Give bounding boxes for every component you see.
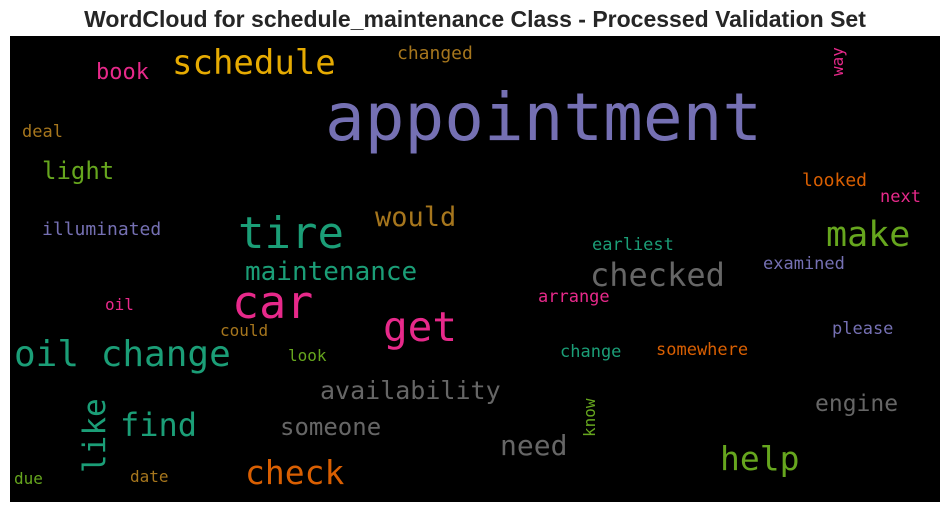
word-appointment: appointment <box>325 79 762 156</box>
word-need: need <box>500 429 567 462</box>
word-checked: checked <box>590 256 725 294</box>
word-earliest: earliest <box>592 235 674 255</box>
chart-title: WordCloud for schedule_maintenance Class… <box>84 6 866 32</box>
word-light: light <box>42 157 114 185</box>
word-get: get <box>383 303 457 351</box>
word-find: find <box>120 406 197 444</box>
word-someone: someone <box>280 413 381 441</box>
word-availability: availability <box>320 376 501 405</box>
word-tire: tire <box>238 208 344 259</box>
word-help: help <box>720 439 799 478</box>
word-looked: looked <box>802 170 867 191</box>
word-changed: changed <box>397 43 473 64</box>
word-examined: examined <box>763 254 845 274</box>
word-engine: engine <box>815 391 898 417</box>
word-could: could <box>220 321 268 340</box>
word-make: make <box>826 215 910 255</box>
word-maintenance: maintenance <box>245 257 417 287</box>
word-book: book <box>96 60 149 85</box>
word-check: check <box>245 453 344 492</box>
word-like: like <box>77 398 113 473</box>
word-next: next <box>880 187 921 207</box>
word-change: change <box>560 342 621 362</box>
word-arrange: arrange <box>538 287 610 307</box>
word-somewhere: somewhere <box>656 340 748 360</box>
word-oil: oil <box>105 295 134 314</box>
wordcloud-canvas: appointment schedule tire car get make checked… <box>10 36 940 502</box>
word-car: car <box>232 276 313 329</box>
word-illuminated: illuminated <box>42 219 161 240</box>
word-know: know <box>580 398 599 437</box>
word-oil-change: oil change <box>14 334 231 375</box>
word-way: way <box>828 47 847 76</box>
word-schedule: schedule <box>172 43 336 83</box>
word-date: date <box>130 467 169 486</box>
word-please: please <box>832 319 893 339</box>
word-look: look <box>288 346 327 365</box>
word-due: due <box>14 469 43 488</box>
word-would: would <box>375 202 456 233</box>
word-deal: deal <box>22 122 63 142</box>
